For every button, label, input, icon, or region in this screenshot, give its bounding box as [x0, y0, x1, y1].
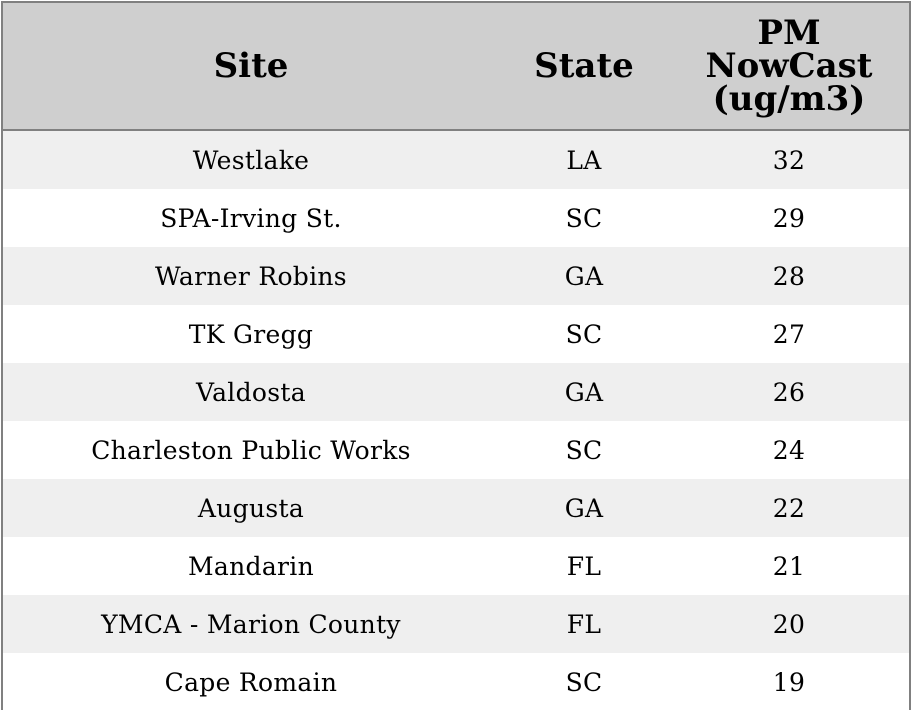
cell-pm-value: 20 [772, 609, 806, 639]
cell-state: SC [565, 203, 603, 233]
cell-state: FL [566, 609, 602, 639]
table-row: YMCA - Marion County FL 20 [3, 595, 909, 653]
cell-state: GA [564, 261, 604, 291]
table-row: Cape Romain SC 19 [3, 653, 909, 711]
cell-site: Westlake [192, 145, 310, 175]
cell-site: Warner Robins [155, 261, 347, 291]
cell-site: TK Gregg [188, 319, 314, 349]
cell-site: Mandarin [188, 551, 314, 581]
cell-pm-value: 26 [772, 377, 806, 407]
cell-state: GA [564, 493, 604, 523]
cell-site: Valdosta [196, 377, 306, 407]
cell-state: SC [565, 435, 603, 465]
cell-state: FL [566, 551, 602, 581]
cell-state: SC [565, 319, 603, 349]
cell-site: Augusta [197, 493, 305, 523]
cell-state: GA [564, 377, 604, 407]
cell-site: Cape Romain [164, 667, 338, 697]
table-row: Valdosta GA 26 [3, 363, 909, 421]
cell-site: YMCA - Marion County [101, 609, 401, 639]
cell-state: SC [565, 667, 603, 697]
cell-pm-value: 22 [772, 493, 806, 523]
cell-site: SPA-Irving St. [160, 203, 342, 233]
table-row: SPA-Irving St. SC 29 [3, 189, 909, 247]
cell-pm-value: 21 [772, 551, 806, 581]
table-row: Mandarin FL 21 [3, 537, 909, 595]
table-row: Charleston Public Works SC 24 [3, 421, 909, 479]
table-header: Site State PM NowCast (ug/m3) [3, 3, 909, 131]
cell-site: Charleston Public Works [91, 435, 411, 465]
cell-pm-value: 29 [772, 203, 806, 233]
cell-state: LA [566, 145, 602, 175]
cell-pm-value: 19 [772, 667, 806, 697]
table-row: Augusta GA 22 [3, 479, 909, 537]
cell-pm-value: 24 [772, 435, 806, 465]
header-pm-nowcast: PM NowCast (ug/m3) [705, 12, 873, 119]
header-site: Site [213, 45, 289, 86]
table-row: TK Gregg SC 27 [3, 305, 909, 363]
cell-pm-value: 27 [772, 319, 806, 349]
cell-pm-value: 32 [772, 145, 806, 175]
table-body: Westlake LA 32 SPA-Irving St. SC 29 Warner Rob… [3, 131, 909, 711]
cell-pm-value: 28 [772, 261, 806, 291]
table-row: Westlake LA 32 [3, 131, 909, 189]
table-row: Warner Robins GA 28 [3, 247, 909, 305]
header-state: State [534, 45, 634, 86]
